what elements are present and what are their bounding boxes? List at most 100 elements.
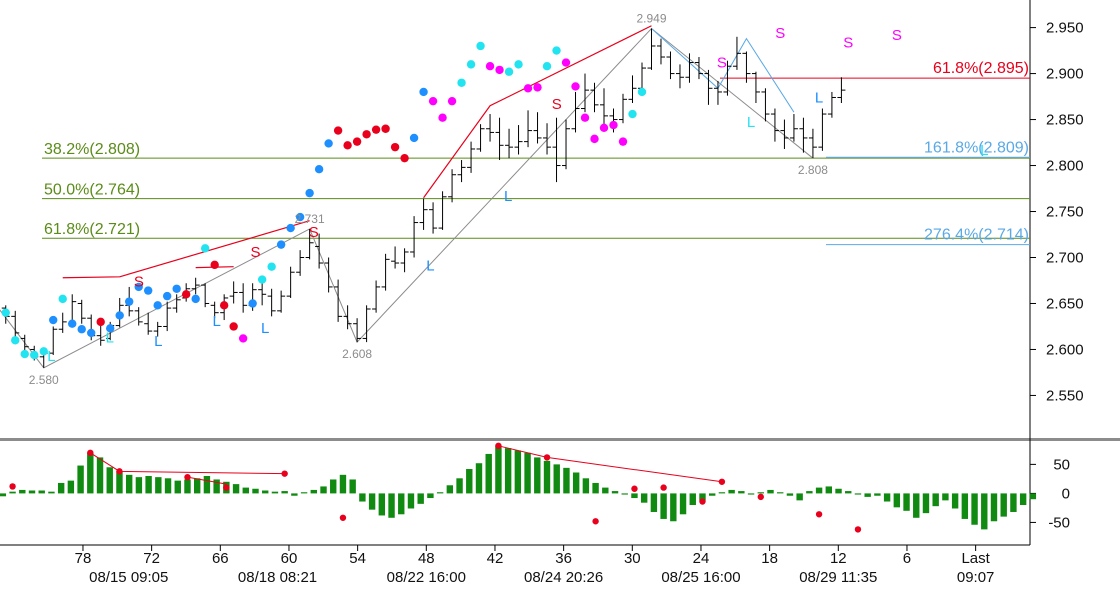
- x-tick-label: 54: [349, 550, 366, 567]
- signal-dot: [210, 260, 219, 270]
- y-tick-label: 2.800: [1046, 158, 1084, 175]
- oscillator-peak-dot: [815, 511, 823, 518]
- signal-letter: L: [154, 333, 162, 350]
- fib-projection-label: 61.8%(2.895): [933, 60, 1029, 77]
- x-tick-label: 48: [418, 550, 435, 567]
- x-date-label: 09:07: [957, 569, 995, 586]
- oscillator-bar: [981, 493, 988, 530]
- signal-dot: [637, 87, 647, 97]
- oscillator-bar: [874, 493, 881, 496]
- oscillator-bar: [786, 493, 794, 496]
- oscillator-bar: [475, 463, 483, 494]
- x-tick-label: 24: [693, 550, 710, 567]
- x-tick-label: 78: [75, 550, 92, 567]
- signal-dot: [200, 244, 210, 253]
- oscillator-bar: [942, 493, 949, 501]
- signal-dot: [267, 262, 276, 271]
- oscillator-bar: [57, 482, 65, 494]
- x-date-label: 08/25 16:00: [661, 569, 740, 586]
- signal-dot: [343, 141, 352, 150]
- fib-projection-label: 276.4%(2.714): [924, 227, 1029, 244]
- oscillator-bar: [427, 493, 434, 499]
- signal-dot: [419, 87, 428, 97]
- signal-dot: [542, 62, 552, 71]
- oscillator-bar: [19, 489, 26, 494]
- oscillator-peak-dot: [223, 484, 230, 491]
- signal-letter: L: [980, 142, 988, 159]
- oscillator-bar: [1000, 493, 1007, 517]
- osc-y-tick-label: 50: [1053, 456, 1070, 473]
- oscillator-bar: [747, 493, 755, 495]
- x-tick-label: 6: [903, 550, 911, 567]
- signal-letter: L: [426, 258, 434, 275]
- oscillator-bar: [631, 493, 638, 499]
- signal-dot: [124, 297, 134, 306]
- y-tick-label: 2.550: [1046, 387, 1084, 404]
- oscillator-bar: [77, 465, 84, 494]
- x-tick-label: 60: [281, 550, 298, 567]
- oscillator-bar: [262, 490, 269, 494]
- oscillator-bar: [611, 491, 619, 494]
- oscillator-bar: [135, 477, 143, 494]
- signal-dot: [400, 153, 409, 163]
- x-tick-label: 12: [830, 550, 847, 567]
- signal-letter: L: [747, 114, 755, 131]
- signal-dot: [457, 78, 466, 87]
- signal-dot: [390, 142, 400, 152]
- oscillator-bar: [845, 491, 852, 494]
- signal-dot: [115, 311, 124, 320]
- oscillator-bar: [232, 484, 240, 494]
- trend-line-red: [423, 25, 652, 199]
- oscillator-bar: [145, 475, 152, 494]
- y-tick-label: 2.650: [1046, 295, 1084, 312]
- oscillator-bar: [330, 479, 337, 494]
- signal-dot: [333, 126, 343, 135]
- y-tick-label: 2.900: [1046, 66, 1084, 83]
- signal-dot: [466, 60, 476, 69]
- oscillator-bar: [951, 493, 959, 509]
- oscillator-bar: [815, 487, 823, 494]
- oscillator-bar: [281, 491, 288, 494]
- signal-dot: [523, 84, 533, 93]
- signal-dot: [87, 328, 96, 338]
- oscillator-bar: [543, 460, 551, 494]
- signal-dot: [49, 315, 58, 325]
- signal-dot: [381, 124, 390, 133]
- oscillator-bar: [495, 445, 502, 494]
- signal-dot: [134, 282, 143, 292]
- signal-dot: [238, 334, 248, 343]
- oscillator-bar: [193, 478, 201, 494]
- oscillator-bar: [718, 492, 726, 494]
- signal-dot: [438, 113, 447, 122]
- oscillator-bar: [932, 493, 939, 507]
- oscillator-bar: [553, 464, 560, 494]
- oscillator-bar: [398, 493, 405, 515]
- oscillator-peak-dot: [757, 493, 764, 501]
- x-tick-label: 72: [143, 550, 160, 567]
- oscillator-bar: [640, 493, 648, 503]
- oscillator-bar: [96, 457, 104, 494]
- oscillator-bar: [174, 480, 181, 494]
- oscillator-bar: [1029, 493, 1037, 500]
- x-date-label: 08/18 08:21: [238, 569, 317, 586]
- signal-letter: L: [261, 320, 269, 337]
- oscillator-bar: [300, 492, 308, 494]
- oscillator-bar: [572, 472, 580, 494]
- oscillator-bar: [87, 452, 94, 494]
- x-tick-label: 30: [624, 550, 641, 567]
- divergence-line: [498, 445, 722, 483]
- signal-letter: S: [134, 273, 144, 290]
- y-tick-label: 2.750: [1046, 204, 1084, 221]
- signal-letter: L: [106, 329, 114, 346]
- x-date-label: 08/29 11:35: [799, 569, 877, 586]
- oscillator-bar: [242, 487, 249, 494]
- oscillator-bar: [417, 493, 424, 504]
- signal-dot: [96, 317, 105, 327]
- signal-dot: [58, 294, 67, 304]
- oscillator-bar: [650, 493, 658, 512]
- x-tick-label: 42: [487, 550, 504, 567]
- oscillator-bar: [291, 493, 298, 496]
- signal-dot: [229, 322, 238, 331]
- signal-dot: [257, 275, 267, 284]
